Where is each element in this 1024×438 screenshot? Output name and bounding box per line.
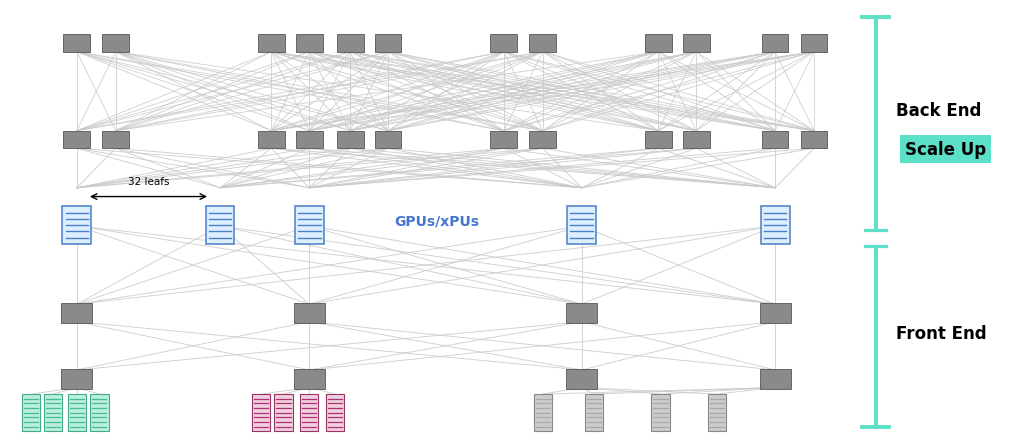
FancyBboxPatch shape xyxy=(252,394,270,431)
FancyBboxPatch shape xyxy=(375,131,401,149)
Text: Scale Up: Scale Up xyxy=(904,141,986,159)
FancyBboxPatch shape xyxy=(566,369,597,389)
FancyBboxPatch shape xyxy=(296,35,323,53)
FancyBboxPatch shape xyxy=(645,131,672,149)
FancyBboxPatch shape xyxy=(258,131,285,149)
Text: GPUs/xPUs: GPUs/xPUs xyxy=(394,214,479,228)
FancyBboxPatch shape xyxy=(567,207,596,244)
FancyBboxPatch shape xyxy=(529,131,556,149)
FancyBboxPatch shape xyxy=(102,35,129,53)
FancyBboxPatch shape xyxy=(490,131,517,149)
FancyBboxPatch shape xyxy=(761,207,790,244)
FancyBboxPatch shape xyxy=(585,394,603,431)
FancyBboxPatch shape xyxy=(61,369,92,389)
FancyBboxPatch shape xyxy=(44,394,62,431)
FancyBboxPatch shape xyxy=(375,35,401,53)
FancyBboxPatch shape xyxy=(762,35,788,53)
FancyBboxPatch shape xyxy=(90,394,109,431)
FancyBboxPatch shape xyxy=(337,35,364,53)
FancyBboxPatch shape xyxy=(294,304,325,323)
FancyBboxPatch shape xyxy=(566,304,597,323)
FancyBboxPatch shape xyxy=(22,394,40,431)
FancyBboxPatch shape xyxy=(300,394,318,431)
Text: Back End: Back End xyxy=(896,102,981,120)
FancyBboxPatch shape xyxy=(258,35,285,53)
FancyBboxPatch shape xyxy=(61,304,92,323)
FancyBboxPatch shape xyxy=(760,369,791,389)
FancyBboxPatch shape xyxy=(683,131,710,149)
FancyBboxPatch shape xyxy=(68,394,86,431)
FancyBboxPatch shape xyxy=(762,131,788,149)
FancyBboxPatch shape xyxy=(801,131,827,149)
FancyBboxPatch shape xyxy=(708,394,726,431)
FancyBboxPatch shape xyxy=(490,35,517,53)
FancyBboxPatch shape xyxy=(63,131,90,149)
Text: 32 leafs: 32 leafs xyxy=(128,176,169,186)
FancyBboxPatch shape xyxy=(760,304,791,323)
FancyBboxPatch shape xyxy=(651,394,670,431)
FancyBboxPatch shape xyxy=(326,394,344,431)
FancyBboxPatch shape xyxy=(295,207,324,244)
FancyBboxPatch shape xyxy=(102,131,129,149)
FancyBboxPatch shape xyxy=(206,207,234,244)
FancyBboxPatch shape xyxy=(801,35,827,53)
Text: Front End: Front End xyxy=(896,324,987,342)
FancyBboxPatch shape xyxy=(63,35,90,53)
FancyBboxPatch shape xyxy=(683,35,710,53)
FancyBboxPatch shape xyxy=(534,394,552,431)
FancyBboxPatch shape xyxy=(296,131,323,149)
FancyBboxPatch shape xyxy=(337,131,364,149)
FancyBboxPatch shape xyxy=(294,369,325,389)
FancyBboxPatch shape xyxy=(645,35,672,53)
FancyBboxPatch shape xyxy=(529,35,556,53)
FancyBboxPatch shape xyxy=(62,207,91,244)
FancyBboxPatch shape xyxy=(274,394,293,431)
